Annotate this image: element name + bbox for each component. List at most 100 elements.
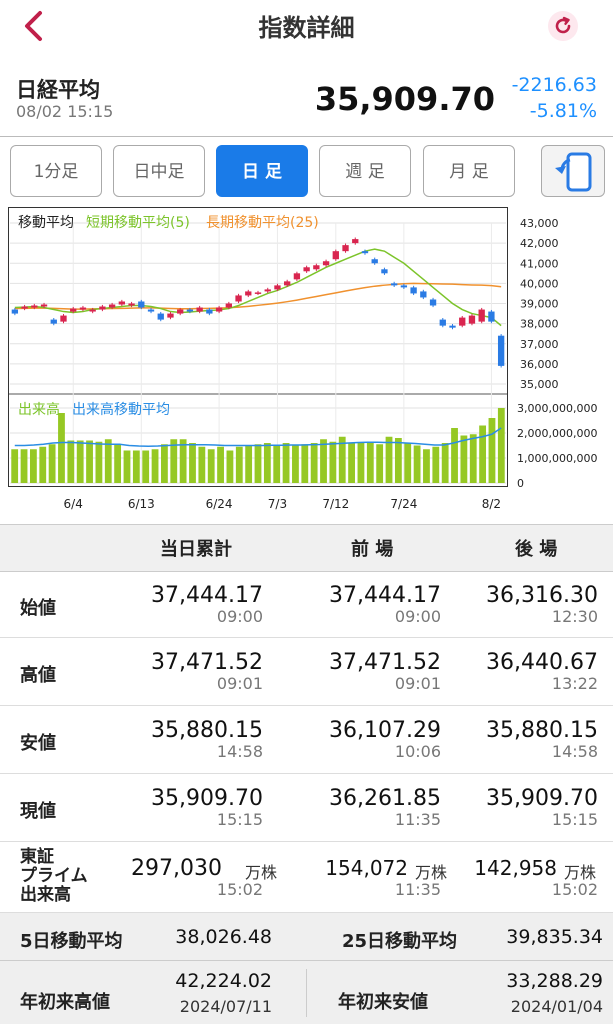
value: 35,880.15 xyxy=(151,718,263,743)
volume-bar xyxy=(413,445,421,483)
volume-bar xyxy=(488,418,496,483)
label-line: プライム xyxy=(20,866,88,886)
value: 36,261.85 xyxy=(329,786,441,811)
price-tick-label: 37,000 xyxy=(520,338,559,351)
volume-bar xyxy=(357,443,365,483)
time: 14:58 xyxy=(216,742,263,761)
volume-bar xyxy=(301,444,309,483)
volume-bar xyxy=(189,443,196,483)
volume-tick-label: 2,000,000,000 xyxy=(517,427,597,440)
candle-body xyxy=(390,283,398,286)
volume-bar xyxy=(86,440,93,483)
date-tick-label: 7/3 xyxy=(268,497,287,511)
rotate-screen-button[interactable] xyxy=(541,145,605,197)
volume-bar xyxy=(170,439,178,483)
table-row-high: 高値 37,471.52 09:01 37,471.52 09:01 36,44… xyxy=(0,638,613,706)
candle-body xyxy=(274,285,281,290)
volume-bar xyxy=(198,446,206,483)
volume-bar xyxy=(76,440,84,483)
index-summary: 日経平均 08/02 15:15 35,909.70 -2216.63 -5.8… xyxy=(0,62,613,134)
volume-bar xyxy=(394,438,402,483)
ytd-high-date: 2024/07/11 xyxy=(179,997,272,1016)
time: 12:30 xyxy=(551,607,598,626)
app-header: 指数詳細 xyxy=(0,0,613,52)
row-label: 始値 xyxy=(20,598,56,619)
volume-bar xyxy=(39,446,47,483)
table-row-low: 安値 35,880.15 14:58 36,107.29 10:06 35,88… xyxy=(0,706,613,774)
volume-bar xyxy=(207,449,215,483)
back-chevron-icon[interactable] xyxy=(20,10,48,42)
candle-body xyxy=(361,251,369,254)
price-tick-label: 41,000 xyxy=(520,257,559,270)
value: 37,471.52 xyxy=(151,650,263,675)
row-label-volume: 東証 プライム 出来高 xyxy=(20,848,88,905)
candle-body xyxy=(254,292,262,294)
candle-body xyxy=(400,285,408,288)
candle-body xyxy=(108,304,116,308)
volume-bar xyxy=(385,436,393,483)
candle-body xyxy=(70,308,77,312)
time: 15:02 xyxy=(216,880,263,899)
candle-body xyxy=(478,309,485,322)
candle-body xyxy=(31,305,38,308)
value: 35,880.15 xyxy=(486,718,598,743)
volume-bar xyxy=(161,444,168,483)
value: 37,471.52 xyxy=(329,650,441,675)
candle-body xyxy=(420,291,427,298)
tab-intraday[interactable]: 日中足 xyxy=(113,145,205,197)
volume-bar xyxy=(404,443,412,483)
time: 11:35 xyxy=(394,810,441,829)
volume-tick-label: 3,000,000,000 xyxy=(517,402,597,415)
volume-bar xyxy=(292,445,299,483)
date-tick-label: 6/13 xyxy=(128,497,155,511)
tab-weekly[interactable]: 週 足 xyxy=(319,145,411,197)
row-label: 安値 xyxy=(20,733,56,754)
candle-body xyxy=(50,319,57,324)
tab-daily[interactable]: 日 足 xyxy=(216,145,308,197)
refresh-icon[interactable] xyxy=(547,10,579,42)
tab-monthly[interactable]: 月 足 xyxy=(423,145,515,197)
volume-bar xyxy=(29,449,37,483)
label-line: 出来高 xyxy=(20,885,71,905)
candle-body xyxy=(40,304,48,307)
volume-bar xyxy=(235,446,243,483)
candle-body xyxy=(99,306,106,310)
volume-bar xyxy=(58,413,65,483)
price-tick-label: 36,000 xyxy=(520,358,559,371)
date-tick-label: 7/12 xyxy=(322,497,349,511)
col-header-afternoon: 後 場 xyxy=(515,539,558,560)
candle-body xyxy=(186,309,194,312)
volume-bar xyxy=(273,445,281,483)
value: 35,909.70 xyxy=(151,786,263,811)
candle-body xyxy=(410,287,417,294)
candle-body xyxy=(313,265,320,270)
volume-bar xyxy=(254,444,262,483)
value: 154,072 xyxy=(325,856,408,880)
volume-bar xyxy=(142,450,150,483)
date-tick-label: 6/24 xyxy=(206,497,233,511)
volume-bar xyxy=(282,443,290,483)
value: 36,440.67 xyxy=(486,650,598,675)
chart-frame xyxy=(8,207,508,487)
candle-body xyxy=(167,313,174,318)
time: 14:58 xyxy=(551,742,598,761)
candle-body xyxy=(11,309,19,314)
page-title: 指数詳細 xyxy=(258,14,355,42)
time: 11:35 xyxy=(394,880,441,899)
candlestick-chart[interactable]: 43,000 42,000 41,000 40,000 39,000 38,000 37,0… xyxy=(0,207,613,517)
candle-body xyxy=(352,239,359,244)
volume-bar xyxy=(20,449,28,483)
candle-body xyxy=(89,309,96,312)
candle-body xyxy=(429,299,437,306)
legend-volume-ma: 出来高移動平均 xyxy=(72,401,170,418)
value: 37,444.17 xyxy=(329,583,441,608)
divider xyxy=(0,136,613,137)
candle-body xyxy=(468,315,476,324)
ytd-low-value: 33,288.29 xyxy=(506,970,603,992)
candle-body xyxy=(196,307,203,312)
short-ma-line xyxy=(14,248,502,327)
volume-bar xyxy=(366,441,374,483)
volume-bar xyxy=(329,441,337,483)
value: 36,107.29 xyxy=(329,718,441,743)
tab-1min[interactable]: 1分足 xyxy=(10,145,102,197)
